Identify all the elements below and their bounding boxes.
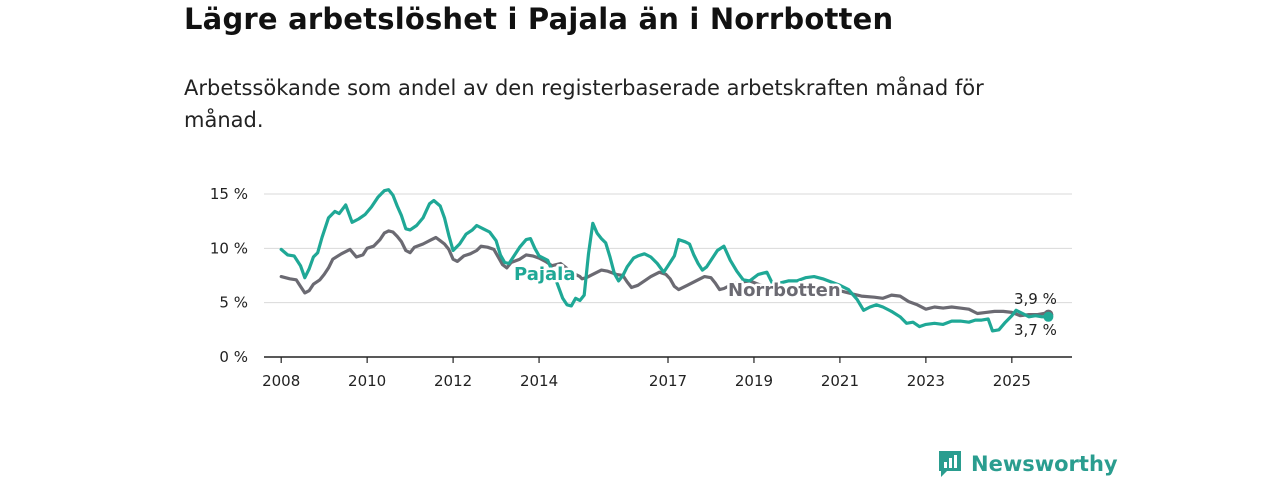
axes: 0 % 5 % 10 % 15 % 2008 2010 2012 2014 2017 2019 20… bbox=[210, 185, 1072, 390]
series-label-norrbotten: Norrbotten bbox=[728, 280, 841, 301]
chart-subtitle: Arbetssökande som andel av den registerb… bbox=[184, 76, 984, 132]
newsworthy-brand: Newsworthy bbox=[937, 448, 1118, 480]
x-tick-label: 2012 bbox=[434, 372, 472, 390]
chart-title: Lägre arbetslöshet i Pajala än i Norrbot… bbox=[184, 2, 894, 36]
series-line-norrbotten bbox=[279, 229, 1050, 318]
x-tick-label: 2014 bbox=[520, 372, 558, 390]
series-label-pajala: Pajala bbox=[514, 264, 576, 285]
brand-name: Newsworthy bbox=[971, 452, 1118, 476]
x-tick-label: 2017 bbox=[649, 372, 687, 390]
x-tick-label: 2021 bbox=[821, 372, 859, 390]
x-tick-label: 2008 bbox=[262, 372, 300, 390]
grid-lines bbox=[264, 193, 1072, 304]
end-value-label-pajala: 3,7 % bbox=[1014, 321, 1057, 339]
x-tick-label: 2023 bbox=[907, 372, 945, 390]
end-value-label-norrbotten: 3,9 % bbox=[1014, 290, 1057, 308]
series bbox=[279, 188, 1054, 333]
x-tick-label: 2025 bbox=[993, 372, 1031, 390]
series-end-marker-pajala bbox=[1043, 311, 1054, 322]
labels: Norrbotten Pajala 3,9 % 3,7 % bbox=[512, 262, 1057, 340]
x-tick-label: 2010 bbox=[348, 372, 386, 390]
newsworthy-logo-icon bbox=[939, 451, 961, 477]
y-tick-label: 15 % bbox=[210, 185, 248, 203]
x-tick-label: 2019 bbox=[735, 372, 773, 390]
y-tick-label: 5 % bbox=[219, 294, 248, 312]
series-line-pajala bbox=[279, 188, 1050, 333]
y-tick-label: 10 % bbox=[210, 239, 248, 257]
y-tick-label: 0 % bbox=[219, 348, 248, 366]
